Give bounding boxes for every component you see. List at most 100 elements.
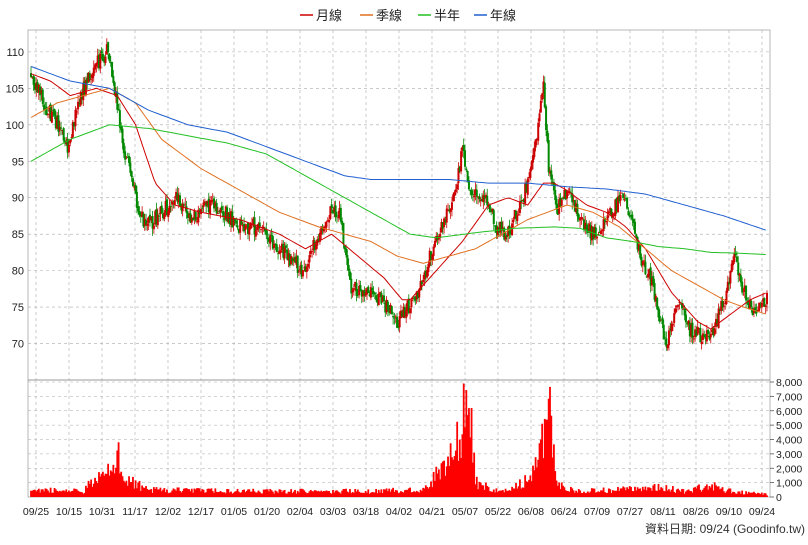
candle-body (743, 285, 746, 292)
volume-bar (670, 489, 673, 497)
candle-body (130, 171, 133, 178)
volume-bar (268, 491, 270, 497)
candle-body (292, 258, 295, 260)
price-tick-label: 70 (12, 339, 24, 351)
volume-bar (606, 492, 609, 497)
candle-body (469, 190, 472, 192)
candle-body (58, 126, 61, 131)
candle-body (729, 271, 732, 284)
volume-bar (555, 480, 558, 497)
x-tick-label: 07/27 (617, 506, 643, 518)
candle-body (84, 79, 87, 96)
candle-body (409, 308, 412, 314)
candle-body (547, 140, 550, 173)
volume-bar (660, 487, 663, 497)
volume-bar (556, 485, 559, 497)
volume-bar (637, 488, 640, 497)
volume-bar (750, 492, 753, 497)
candle-body (605, 221, 608, 223)
volume-bar (458, 439, 461, 497)
candle-body (213, 198, 216, 209)
volume-bar (516, 488, 519, 497)
volume-bar (435, 466, 438, 497)
volume-bar (620, 488, 623, 497)
volume-bar (32, 489, 35, 497)
candle-body (435, 236, 438, 242)
volume-bar (598, 492, 601, 497)
candle-body (360, 289, 363, 297)
volume-bar (35, 491, 38, 497)
candle-body (46, 113, 49, 115)
volume-bar (764, 493, 767, 497)
volume-bar (686, 490, 689, 497)
volume-bar (553, 444, 555, 497)
candle-body (121, 128, 124, 144)
volume-bar (675, 489, 678, 497)
candle-body (567, 191, 570, 194)
candle-body (734, 252, 737, 256)
volume-bar (528, 479, 530, 497)
candle-body (321, 226, 324, 231)
candle-body (713, 328, 716, 335)
candle-body (388, 308, 391, 313)
candle-body (33, 84, 36, 90)
volume-tick-label: 1,000 (776, 478, 802, 490)
volume-bar (270, 490, 273, 497)
candle-body (611, 213, 614, 218)
volume-bar (100, 473, 103, 497)
volume-bar (91, 486, 94, 497)
candle-body (594, 227, 597, 237)
candle-body (288, 254, 291, 266)
volume-bar (134, 480, 137, 497)
candle-body (683, 308, 686, 316)
candle-body (496, 227, 499, 236)
candle-body (571, 193, 574, 203)
volume-bar (440, 463, 443, 497)
candle-body (665, 338, 668, 347)
volume-tick-label: 4,000 (776, 435, 802, 447)
volume-bar (320, 490, 323, 497)
volume-bar (717, 486, 720, 497)
candle-body (700, 341, 703, 345)
candle-body (193, 210, 196, 219)
candle-body (265, 229, 268, 236)
volume-bar (688, 490, 691, 497)
volume-bar (602, 487, 605, 497)
candle-body (124, 151, 127, 160)
volume-bar (703, 487, 706, 497)
volume-bar (43, 491, 45, 497)
candle-body (537, 122, 540, 141)
candle-body (563, 189, 566, 199)
candle-body (282, 243, 285, 258)
candle-body (233, 218, 236, 221)
candle-body (653, 283, 656, 300)
candle-body (392, 316, 395, 318)
candle-body (57, 115, 60, 132)
candle-body (49, 104, 52, 122)
candle-body (474, 189, 477, 196)
volume-bar (139, 491, 142, 497)
candle-body (526, 178, 529, 195)
candle-body (690, 324, 693, 337)
volume-bar (392, 487, 395, 497)
volume-bar (316, 491, 319, 497)
volume-bar (244, 492, 247, 497)
volume-bar (542, 458, 545, 497)
volume-bar (337, 491, 340, 497)
volume-bar (611, 490, 614, 497)
candle-body (640, 256, 643, 266)
candle-body (53, 109, 56, 116)
volume-bar (653, 484, 656, 497)
candle-body (114, 91, 117, 97)
candle-body (364, 293, 367, 296)
volume-bar (491, 491, 494, 497)
candle-body (749, 299, 752, 309)
x-tick-label: 08/26 (683, 506, 709, 518)
volume-bar (347, 492, 350, 497)
candle-body (694, 329, 697, 338)
candle-body (454, 189, 457, 193)
volume-bar (363, 492, 366, 497)
candle-body (552, 182, 555, 191)
candle-body (475, 189, 478, 197)
candle-body (372, 291, 375, 295)
